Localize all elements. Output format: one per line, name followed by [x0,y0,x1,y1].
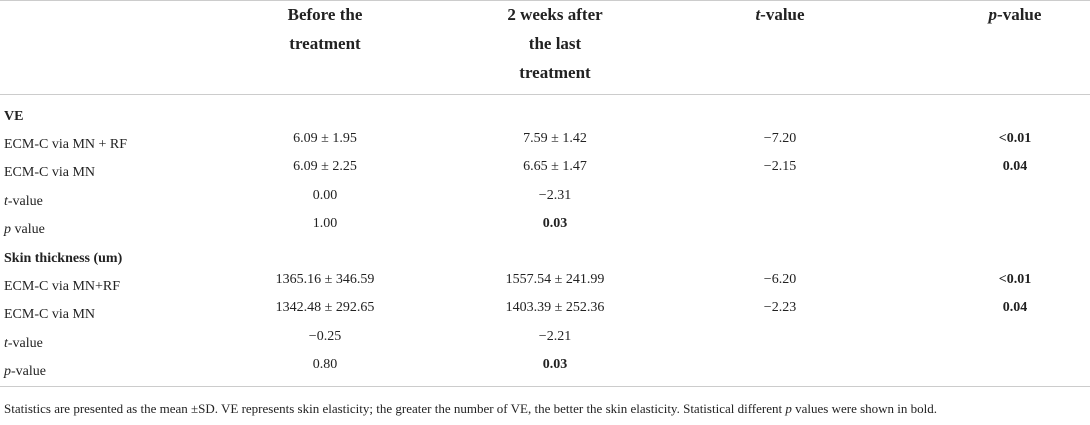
header-two-weeks-after: 2 weeks after the last treatment [507,5,603,82]
row-label-skin-p-value: p-value [4,364,46,379]
cell-skin-mn-rf-p: <0.01 [998,272,1032,287]
cell-skin-mn-after: 1403.39 ± 252.36 [505,300,605,315]
section-title-ve: VE [4,109,24,124]
bottom-rule [0,386,1090,387]
cell-ve-mn-rf-before: 6.09 ± 1.95 [293,131,357,146]
cell-ve-mn-p: 0.04 [1002,159,1028,174]
table-footnote: Statistics are presented as the mean ±SD… [4,401,938,416]
top-rule [0,0,1090,1]
cell-ve-p-value-after: 0.03 [542,216,568,231]
row-label-skin-t-value: t-value [4,336,43,351]
row-label-ve-mn: ECM-C via MN [4,165,95,180]
section-title-skin-thickness: Skin thickness (um) [4,251,123,266]
row-label-skin-mn: ECM-C via MN [4,307,95,322]
cell-ve-mn-rf-p: <0.01 [998,131,1032,146]
cell-skin-mn-before: 1342.48 ± 292.65 [275,300,375,315]
header-rule [0,94,1090,95]
cell-skin-t-value-after: −2.21 [538,329,572,344]
cell-ve-mn-rf-t: −7.20 [763,131,797,146]
cell-ve-mn-t: −2.15 [763,159,797,174]
cell-skin-mn-rf-t: −6.20 [763,272,797,287]
cell-skin-mn-rf-before: 1365.16 ± 346.59 [275,272,375,287]
header-t-value: t-value [755,5,805,24]
row-label-ve-t-value: t-value [4,194,43,209]
cell-ve-t-value-after: −2.31 [538,188,572,203]
cell-skin-mn-t: −2.23 [763,300,797,315]
row-label-ve-mn-rf: ECM-C via MN + RF [4,137,128,152]
header-p-value: p-value [988,5,1042,24]
row-label-ve-p-value: p value [4,222,45,237]
cell-skin-t-value-before: −0.25 [308,329,342,344]
row-label-skin-mn-rf: ECM-C via MN+RF [4,279,121,294]
cell-ve-mn-after: 6.65 ± 1.47 [523,159,587,174]
cell-ve-mn-rf-after: 7.59 ± 1.42 [523,131,587,146]
cell-skin-mn-rf-after: 1557.54 ± 241.99 [505,272,605,287]
cell-skin-mn-p: 0.04 [1002,300,1028,315]
cell-ve-mn-before: 6.09 ± 2.25 [293,159,357,174]
cell-ve-p-value-before: 1.00 [312,216,338,231]
header-before-treatment: Before the treatment [287,5,363,53]
cell-skin-p-value-after: 0.03 [542,357,568,372]
cell-ve-t-value-before: 0.00 [312,188,338,203]
cell-skin-p-value-before: 0.80 [312,357,338,372]
